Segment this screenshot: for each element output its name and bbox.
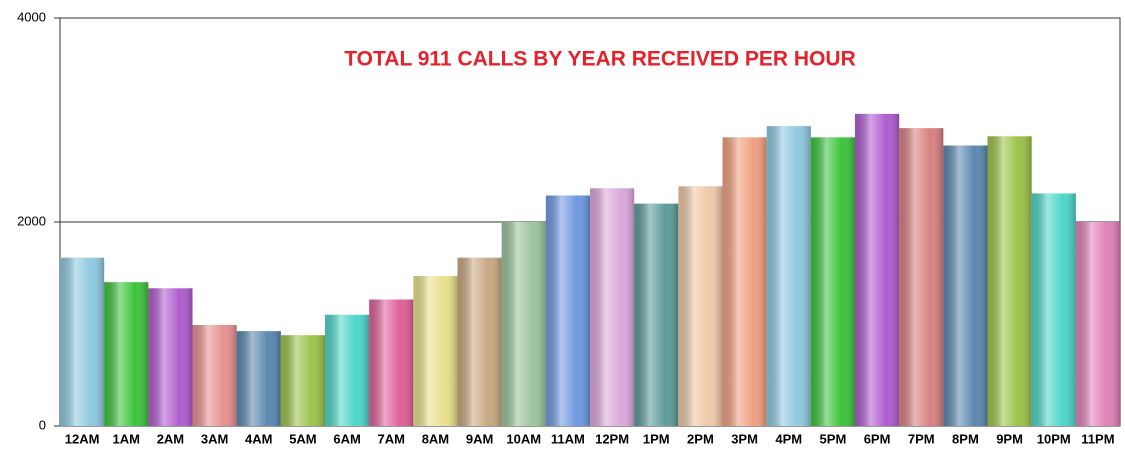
bar xyxy=(987,136,1032,426)
x-tick-label: 8PM xyxy=(952,431,979,446)
y-tick-label: 0 xyxy=(39,417,46,432)
bar xyxy=(104,282,149,426)
x-tick-label: 2AM xyxy=(157,431,184,446)
y-tick-label: 4000 xyxy=(17,9,46,24)
bar xyxy=(678,186,723,426)
x-tick-label: 9AM xyxy=(466,431,493,446)
x-tick-label: 8AM xyxy=(422,431,449,446)
bar xyxy=(545,195,590,426)
x-tick-label: 12PM xyxy=(595,431,629,446)
x-tick-label: 2PM xyxy=(687,431,714,446)
x-tick-label: 7AM xyxy=(378,431,405,446)
x-tick-label: 11PM xyxy=(1081,431,1114,446)
x-tick-label: 4PM xyxy=(775,431,802,446)
bar xyxy=(634,203,679,426)
x-tick-label: 10AM xyxy=(506,431,541,446)
x-tick-label: 5PM xyxy=(820,431,847,446)
bar xyxy=(501,222,546,426)
bar xyxy=(236,331,281,426)
bar xyxy=(325,314,370,426)
bar xyxy=(766,126,811,427)
x-tick-label: 3AM xyxy=(201,431,228,446)
x-tick-label: 11AM xyxy=(551,431,585,446)
bar xyxy=(810,137,855,426)
x-tick-label: 10PM xyxy=(1037,431,1071,446)
x-tick-label: 3PM xyxy=(731,431,758,446)
x-tick-label: 6AM xyxy=(333,431,360,446)
x-tick-label: 1AM xyxy=(113,431,140,446)
bar xyxy=(60,257,105,426)
x-tick-label: 5AM xyxy=(289,431,316,446)
bar xyxy=(943,145,988,426)
bar xyxy=(192,325,237,426)
bar xyxy=(1031,193,1076,426)
x-tick-label: 1PM xyxy=(643,431,670,446)
bar xyxy=(280,335,325,426)
bar xyxy=(855,113,900,426)
bar xyxy=(899,128,944,426)
chart-title: TOTAL 911 CALLS BY YEAR RECEIVED PER HOU… xyxy=(344,48,856,71)
bar xyxy=(148,288,193,426)
bar xyxy=(1075,222,1120,426)
x-tick-label: 4AM xyxy=(245,431,272,446)
bar xyxy=(457,257,502,426)
bar xyxy=(722,137,767,426)
x-tick-label: 7PM xyxy=(908,431,935,446)
x-tick-label: 12AM xyxy=(65,431,100,446)
x-tick-label: 9PM xyxy=(996,431,1023,446)
x-tick-label: 6PM xyxy=(864,431,891,446)
bar xyxy=(590,188,635,426)
y-tick-label: 2000 xyxy=(17,213,46,228)
bar xyxy=(413,276,458,426)
bar xyxy=(369,299,414,426)
